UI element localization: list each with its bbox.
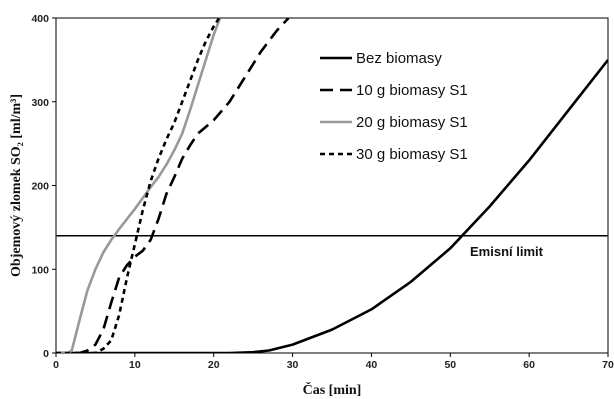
- x-tick-label: 40: [366, 359, 378, 371]
- x-tick-label: 30: [287, 359, 299, 371]
- x-tick-label: 20: [208, 359, 220, 371]
- x-tick-label: 0: [53, 359, 59, 371]
- legend-label-1: Bez biomasy: [356, 50, 442, 67]
- series-line-3: [56, 18, 222, 353]
- legend: Bez biomasy 10 g biomasy S1 20 g biomasy S…: [320, 50, 468, 163]
- x-tick-label: 10: [129, 359, 141, 371]
- y-tick-label: 200: [31, 181, 49, 193]
- x-axis-title: Čas [min]: [303, 381, 362, 398]
- tick-layer: 0 10 20 30 40 50 60 70 0 100 200 300 400: [31, 13, 614, 371]
- emission-limit-label: Emisní limit: [470, 244, 544, 259]
- x-tick-label: 60: [523, 359, 535, 371]
- series-line-4: [56, 18, 221, 353]
- x-tick-label: 70: [602, 359, 614, 371]
- series-line-1: [56, 59, 608, 353]
- series-layer: [56, 18, 608, 353]
- y-tick-label: 100: [31, 264, 49, 276]
- x-tick-label: 50: [444, 359, 456, 371]
- y-tick-label: 300: [31, 97, 49, 109]
- legend-label-2: 10 g biomasy S1: [356, 82, 468, 99]
- legend-label-3: 20 g biomasy S1: [356, 114, 468, 131]
- y-tick-label: 400: [31, 13, 49, 25]
- legend-label-4: 30 g biomasy S1: [356, 146, 468, 163]
- y-axis-title: Objemový zlomek SO₂ [ml/m³]: [9, 94, 24, 277]
- y-tick-label: 0: [43, 348, 49, 360]
- series-line-2: [56, 18, 290, 353]
